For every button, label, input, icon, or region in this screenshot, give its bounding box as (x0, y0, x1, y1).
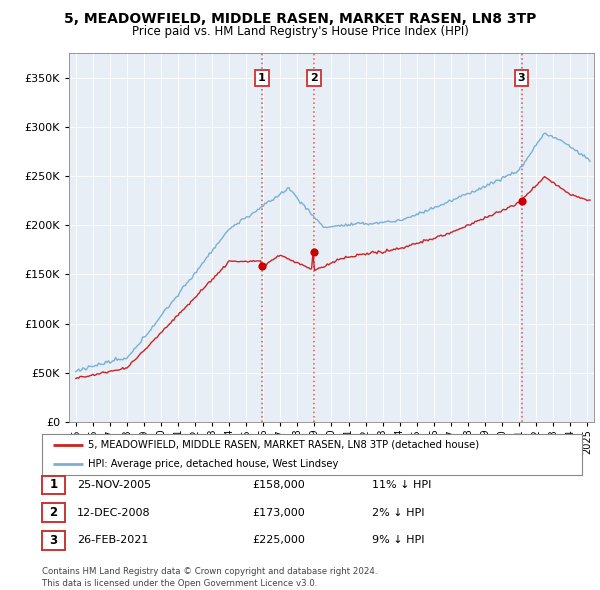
Text: 12-DEC-2008: 12-DEC-2008 (77, 508, 151, 517)
Text: 25-NOV-2005: 25-NOV-2005 (77, 480, 151, 490)
Text: 5, MEADOWFIELD, MIDDLE RASEN, MARKET RASEN, LN8 3TP: 5, MEADOWFIELD, MIDDLE RASEN, MARKET RAS… (64, 12, 536, 26)
Text: £158,000: £158,000 (252, 480, 305, 490)
Text: 3: 3 (518, 73, 526, 83)
Text: 2% ↓ HPI: 2% ↓ HPI (372, 508, 425, 517)
Point (257, 262, 266, 271)
Text: 5, MEADOWFIELD, MIDDLE RASEN, MARKET RASEN, LN8 3TP (detached house): 5, MEADOWFIELD, MIDDLE RASEN, MARKET RAS… (88, 440, 479, 450)
Text: Contains HM Land Registry data © Crown copyright and database right 2024.
This d: Contains HM Land Registry data © Crown c… (42, 568, 377, 588)
Text: 1: 1 (49, 478, 58, 491)
Text: 2: 2 (310, 73, 317, 83)
Text: Price paid vs. HM Land Registry's House Price Index (HPI): Price paid vs. HM Land Registry's House … (131, 25, 469, 38)
Text: £225,000: £225,000 (252, 536, 305, 545)
Text: 9% ↓ HPI: 9% ↓ HPI (372, 536, 425, 545)
Text: 3: 3 (49, 534, 58, 547)
Text: £173,000: £173,000 (252, 508, 305, 517)
Text: 26-FEB-2021: 26-FEB-2021 (77, 536, 148, 545)
Point (309, 247, 319, 257)
Text: 11% ↓ HPI: 11% ↓ HPI (372, 480, 431, 490)
Text: HPI: Average price, detached house, West Lindsey: HPI: Average price, detached house, West… (88, 459, 338, 469)
Text: 1: 1 (258, 73, 265, 83)
Point (517, 196, 526, 205)
Text: 2: 2 (49, 506, 58, 519)
